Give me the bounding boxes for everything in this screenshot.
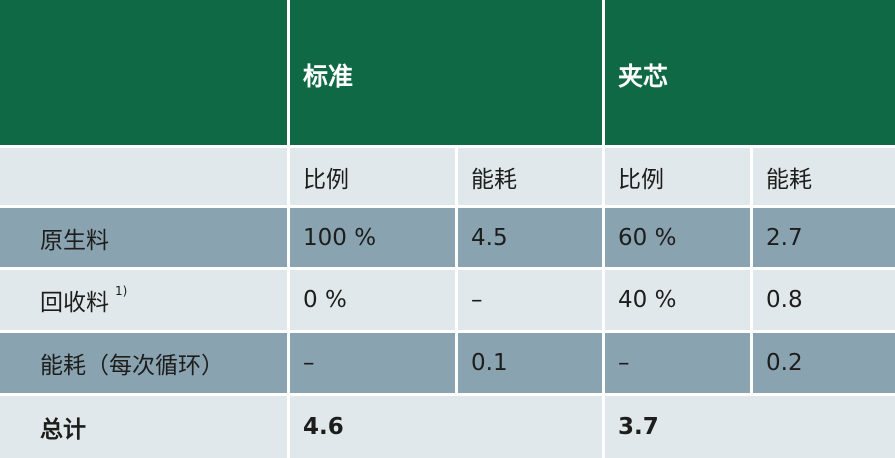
table-cell: 100 % bbox=[290, 208, 455, 267]
header-standard: 标准 bbox=[290, 0, 602, 145]
row-label: 回收料 bbox=[40, 290, 109, 316]
total-label: 总计 bbox=[0, 396, 287, 458]
table-cell: 0.2 bbox=[753, 333, 895, 393]
header-sandwich: 夹芯 bbox=[605, 0, 895, 145]
total-standard: 4.6 bbox=[290, 396, 602, 458]
subheader-ratio: 比例 bbox=[290, 148, 455, 205]
table-cell: – bbox=[290, 333, 455, 393]
table-cell: 2.7 bbox=[753, 208, 895, 267]
row-label: 原生料 bbox=[0, 208, 287, 267]
table-cell: 0.1 bbox=[458, 333, 602, 393]
total-sandwich: 3.7 bbox=[605, 396, 895, 458]
footnote-marker: 1) bbox=[115, 284, 128, 298]
table-cell: 4.5 bbox=[458, 208, 602, 267]
table-cell: 40 % bbox=[605, 270, 750, 330]
header-empty-cell bbox=[0, 0, 287, 145]
table-cell: – bbox=[458, 270, 602, 330]
table-cell: 0.8 bbox=[753, 270, 895, 330]
subheader-energy: 能耗 bbox=[753, 148, 895, 205]
table-cell: – bbox=[605, 333, 750, 393]
table-cell: 60 % bbox=[605, 208, 750, 267]
table-cell: 0 % bbox=[290, 270, 455, 330]
row-label-cell: 回收料 1) bbox=[0, 270, 287, 330]
subheader-ratio: 比例 bbox=[605, 148, 750, 205]
row-label: 能耗（每次循环） bbox=[0, 333, 287, 393]
subheader-energy: 能耗 bbox=[458, 148, 602, 205]
subheader-empty-cell bbox=[0, 148, 287, 205]
